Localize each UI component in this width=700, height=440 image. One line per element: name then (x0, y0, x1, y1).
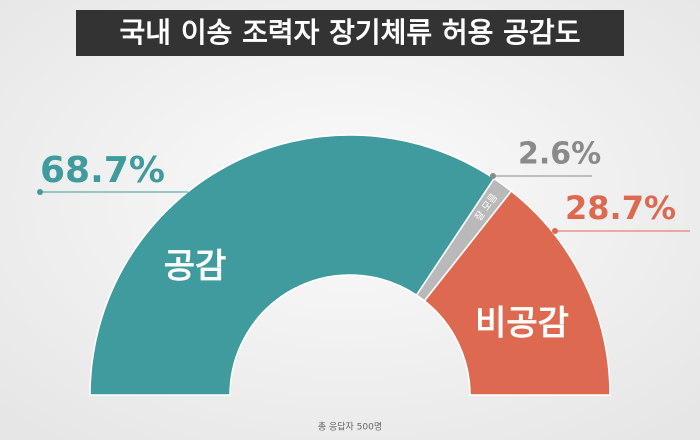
value-label: 68.7% (40, 150, 165, 191)
value-label: 28.7% (565, 189, 676, 227)
slice (89, 134, 496, 396)
chart-title: 국내 이송 조력자 장기체류 허용 공감도 (120, 16, 581, 49)
note: 총 응답자 500명 (318, 421, 382, 433)
title-box (76, 10, 624, 56)
slice-label: 공감 (164, 247, 227, 287)
slice-label: 비공감 (475, 304, 569, 344)
leader-dot (490, 173, 496, 179)
slice (423, 190, 611, 396)
leader-dot (37, 189, 43, 195)
leader-dot (552, 228, 558, 234)
value-label: 2.6% (518, 137, 601, 172)
